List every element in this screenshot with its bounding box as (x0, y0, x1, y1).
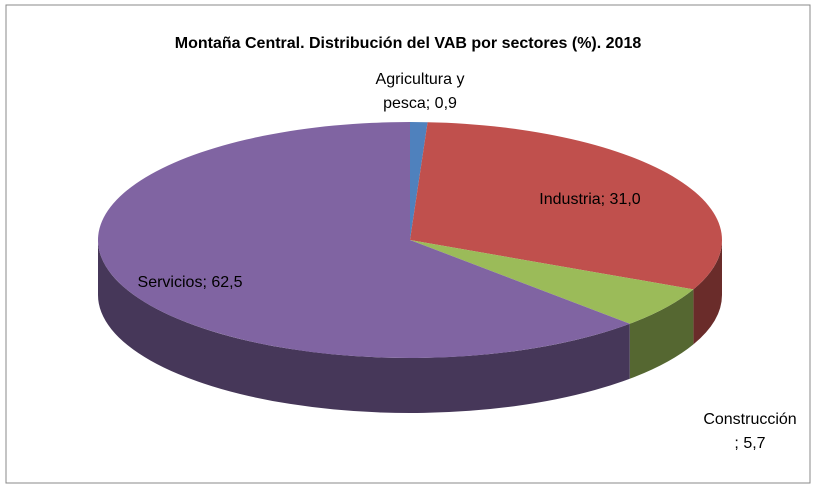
data-label: Construcción; 5,7 (703, 411, 796, 452)
data-label: Industria; 31,0 (539, 191, 641, 208)
data-label: Agricultura y pesca; 0,9 (376, 71, 465, 112)
pie-side (98, 240, 630, 414)
pie-slice (410, 240, 694, 324)
pie-side (629, 289, 694, 379)
pie-slice (410, 122, 722, 290)
chart-title: Montaña Central. Distribución del VAB po… (175, 35, 642, 52)
data-label: Servicios; 62,5 (138, 274, 243, 291)
pie-slice (410, 122, 428, 240)
pie-side (693, 240, 722, 345)
pie-slice (97, 122, 630, 358)
